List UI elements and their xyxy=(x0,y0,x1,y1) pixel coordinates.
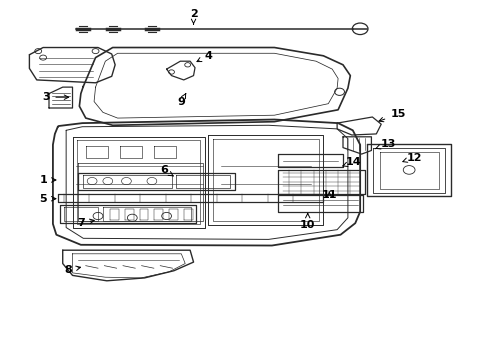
Text: 13: 13 xyxy=(375,139,396,149)
Text: 10: 10 xyxy=(300,213,316,230)
Text: 11: 11 xyxy=(321,190,337,200)
Text: 15: 15 xyxy=(379,109,406,122)
Text: 14: 14 xyxy=(343,157,362,167)
Text: 4: 4 xyxy=(197,51,212,62)
Text: 8: 8 xyxy=(65,265,80,275)
Text: 9: 9 xyxy=(177,94,186,107)
Text: 5: 5 xyxy=(39,194,56,204)
Text: 12: 12 xyxy=(403,153,422,163)
Text: 1: 1 xyxy=(39,175,56,185)
Text: 7: 7 xyxy=(77,218,94,228)
Text: 2: 2 xyxy=(190,9,197,24)
Text: 3: 3 xyxy=(43,92,69,102)
Text: 6: 6 xyxy=(160,165,173,176)
